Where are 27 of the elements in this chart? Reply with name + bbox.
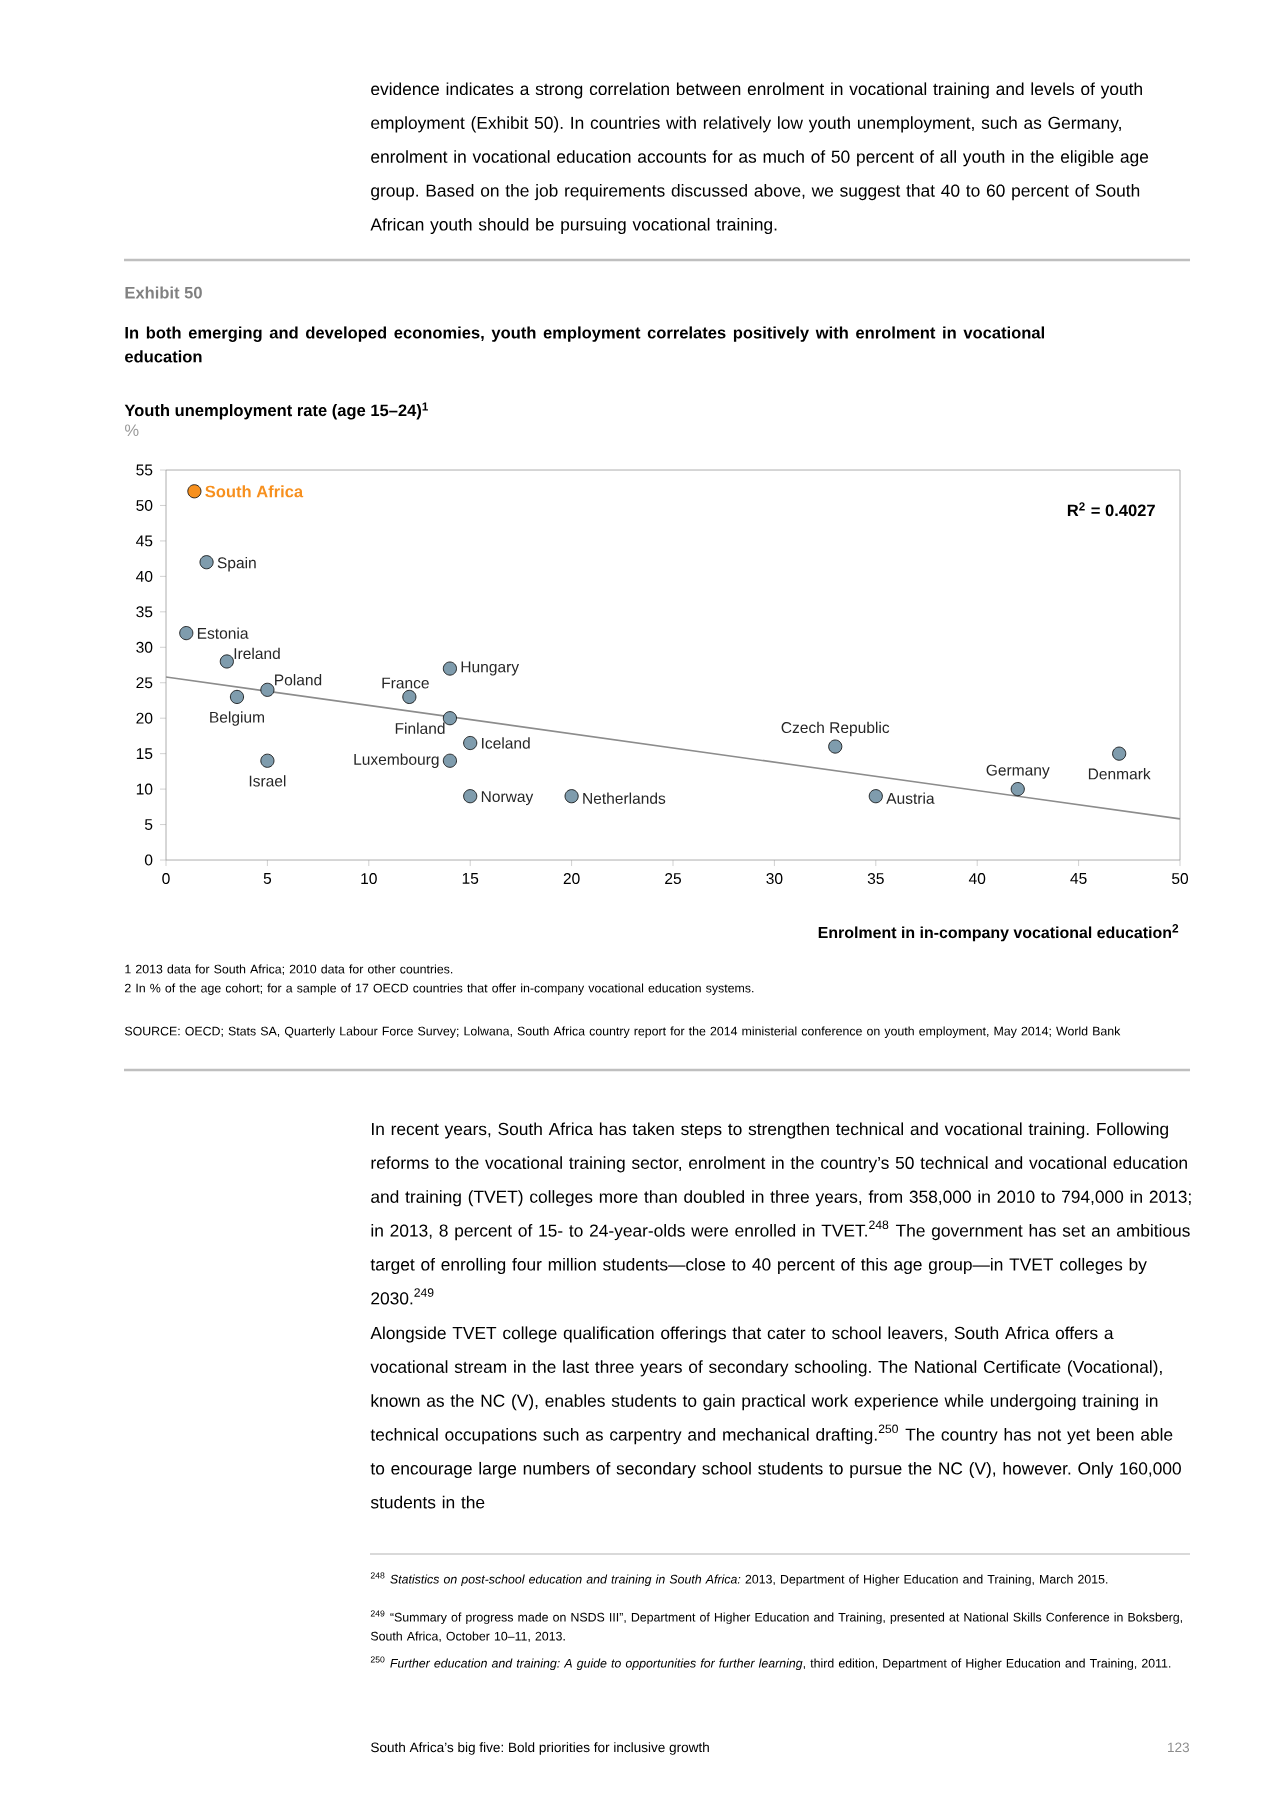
- point: [219, 654, 234, 669]
- point: [199, 555, 214, 570]
- point: [260, 682, 275, 697]
- chart-title: In both emerging and developed economies, youth employment correlates positively with enrolment in vocational education: [125, 326, 1045, 363]
- point: [442, 661, 457, 676]
- point: [260, 753, 275, 768]
- text: Exhibit 50: [125, 286, 202, 299]
- text: In recent years, South Africa has taken steps to strengthen technical and vocational training. Following reforms to the vocational training sector, enrolment in the country’s 50 technical and vocational education and training (TVET) colleges more than doubled in three years, from 358,000 in 2010 to 794,000 in 2013; in 2013, 8 percent of 15- to 24-year-olds were enrolled in TVET.$^{248}$ The government has set an ambitious target of enrolling four million students—close to 40 percent of this age group—in TVET colleges by 2030.$^{249}$: [370, 1122, 1191, 1305]
- text: evidence indicates a strong correlation between enrolment in vocational training and levels of youth employment (Exhibit 50). In countries with relatively low youth unemployment, such as Germany, enrolment in vocational education accounts for as much of 50 percent of all youth in the eligible age group. Based on the job requirements discussed above, we suggest that 40 to 60 percent of South African youth should be pursuing vocational training.: [370, 82, 1149, 235]
- point: [1112, 746, 1127, 761]
- point: [828, 739, 843, 754]
- point: [402, 689, 417, 704]
- text: %: [124, 424, 139, 436]
- point: [229, 689, 244, 704]
- point: [564, 789, 579, 804]
- point: [442, 753, 457, 768]
- series-label: South Africa: [205, 485, 304, 498]
- point: [868, 789, 883, 804]
- annotation: R$^{2}$ = 0.4027: [1067, 502, 1155, 517]
- point: [463, 736, 478, 751]
- point: [179, 626, 194, 641]
- y-axis-title: Youth unemployment rate (age 15–24)$^{1}$: [124, 402, 428, 420]
- point: [442, 711, 457, 726]
- point: [463, 789, 478, 804]
- point: [187, 484, 202, 499]
- point: [1010, 782, 1025, 797]
- text: Alongside TVET college qualification offerings that cater to school leavers, South Africa offers a vocational stream in the last three years of secondary schooling. The National Certificate (Vocational), known as the NC (V), enables students to gain practical work experience while undergoing training in technical occupations such as carpentry and mechanical drafting.$^{250}$ The country has not yet been able to encourage large numbers of secondary school students to pursue the NC (V), however. Only 160,000 students in the: [370, 1326, 1181, 1509]
